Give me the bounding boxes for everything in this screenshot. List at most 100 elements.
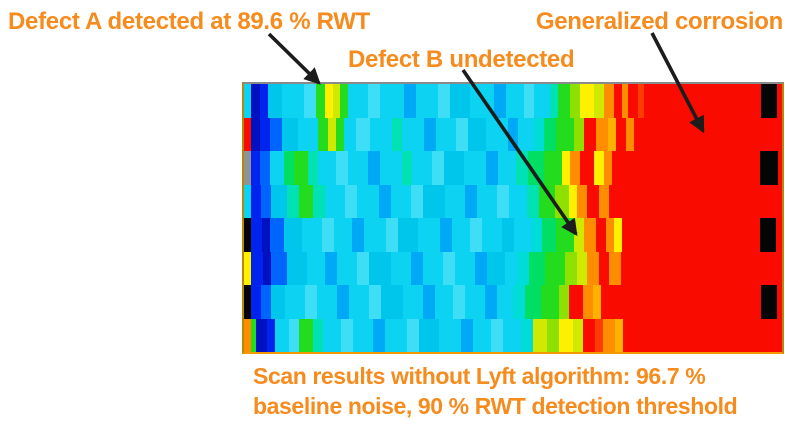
heatmap-cell <box>370 117 392 151</box>
heatmap-cell <box>282 117 298 151</box>
heatmap-cell <box>545 251 565 285</box>
annotation-generalized-corrosion: Generalized corrosion <box>535 8 783 35</box>
heatmap-cell <box>305 285 317 319</box>
heatmap-cell <box>445 184 465 218</box>
heatmap-cell <box>532 218 542 252</box>
heatmap-cell <box>473 318 491 352</box>
heatmap-cell <box>369 285 381 319</box>
heatmap-cell <box>482 218 502 252</box>
heatmap-cell <box>621 251 782 285</box>
heatmap-cell <box>777 84 782 118</box>
heatmap-row <box>244 285 782 319</box>
heatmap-cell <box>521 318 533 352</box>
heatmap-cell <box>380 84 404 118</box>
heatmap-cell <box>325 184 345 218</box>
heatmap-cell <box>587 184 599 218</box>
heatmap-cell <box>494 84 506 118</box>
heatmap-cell <box>344 117 356 151</box>
heatmap-cell <box>593 285 601 319</box>
heatmap-cell <box>534 117 544 151</box>
heatmap-cell <box>251 151 260 185</box>
heatmap-cell <box>432 151 444 185</box>
caption-line-2: baseline noise, 90 % RWT detection thres… <box>253 393 738 419</box>
heatmap-cell <box>407 318 419 352</box>
heatmap-cell <box>465 184 477 218</box>
heatmap-cell <box>583 285 593 319</box>
heatmap-cell <box>381 285 403 319</box>
heatmap-cell <box>244 184 251 218</box>
heatmap-cell <box>470 218 482 252</box>
heatmap-cell <box>527 184 539 218</box>
heatmap-cell <box>270 218 284 252</box>
heatmap-row <box>244 218 782 252</box>
heatmap-cell <box>403 285 423 319</box>
heatmap-cell <box>379 184 391 218</box>
heatmap-cell <box>524 84 534 118</box>
heatmap-row <box>244 184 782 218</box>
heatmap-cell <box>316 84 325 118</box>
heatmap-cell <box>777 285 782 319</box>
heatmap-cell <box>364 218 386 252</box>
heatmap-cell <box>267 318 275 352</box>
heatmap-cell <box>587 251 599 285</box>
heatmap-cell <box>596 218 606 252</box>
heatmap-cell <box>270 117 282 151</box>
heatmap-cell <box>251 318 256 352</box>
heatmap-cell <box>251 117 260 151</box>
heatmap-cell <box>337 251 357 285</box>
heatmap-cell <box>760 218 776 252</box>
heatmap-cell <box>583 318 595 352</box>
heatmap-cell <box>638 84 644 118</box>
heatmap-cell <box>569 285 583 319</box>
heatmap-cell <box>562 151 570 185</box>
heatmap-cell <box>461 318 473 352</box>
heatmap-cell <box>368 151 380 185</box>
heatmap-cell <box>516 151 528 185</box>
heatmap-cell <box>594 84 604 118</box>
heatmap-cell <box>614 84 622 118</box>
heatmap-cell <box>261 285 271 319</box>
caption-line-1: Scan results without Lyft algorithm: 96.… <box>253 363 706 389</box>
heatmap-cell <box>443 251 455 285</box>
heatmap-cell <box>423 285 435 319</box>
heatmap-cell <box>778 151 782 185</box>
heatmap-cell <box>760 151 778 185</box>
heatmap-cell <box>594 151 604 185</box>
heatmap-cell <box>644 84 761 118</box>
arrow-defect-a <box>267 32 321 85</box>
heatmap-cell <box>284 218 302 252</box>
heatmap-cell <box>468 117 486 151</box>
heatmap-cell <box>498 151 516 185</box>
heatmap-cell <box>357 251 369 285</box>
heatmap-row <box>244 151 782 185</box>
heatmap-cell <box>475 251 487 285</box>
heatmap-cell <box>556 117 574 151</box>
heatmap-cell <box>505 251 517 285</box>
heatmap-cell <box>357 184 379 218</box>
heatmap-cell <box>251 84 260 118</box>
heatmap-cell <box>513 285 525 319</box>
heatmap-cell <box>544 117 556 151</box>
heatmap-cell <box>263 251 271 285</box>
heatmap-cell <box>577 251 587 285</box>
heatmap-cell <box>251 184 261 218</box>
annotation-defect-a: Defect A detected at 89.6 % RWT <box>8 8 370 35</box>
heatmap-cell <box>477 184 497 218</box>
heatmap-cell <box>308 151 318 185</box>
heatmap-cell <box>517 251 529 285</box>
heatmap-cell <box>470 84 494 118</box>
heatmap-cell <box>525 285 541 319</box>
heatmap-cell <box>595 318 603 352</box>
heatmap-cell <box>251 218 262 252</box>
heatmap-cell <box>369 251 391 285</box>
heatmap-cell <box>299 184 313 218</box>
heatmap-cell <box>262 218 270 252</box>
heatmap-cell <box>622 218 760 252</box>
heatmap-cell <box>411 184 423 218</box>
heatmap-cell <box>539 184 555 218</box>
heatmap-cell <box>580 84 594 118</box>
heatmap-row <box>244 117 782 151</box>
heatmap-cell <box>559 318 573 352</box>
heatmap-cell <box>284 151 294 185</box>
scan-heatmap <box>242 82 784 354</box>
